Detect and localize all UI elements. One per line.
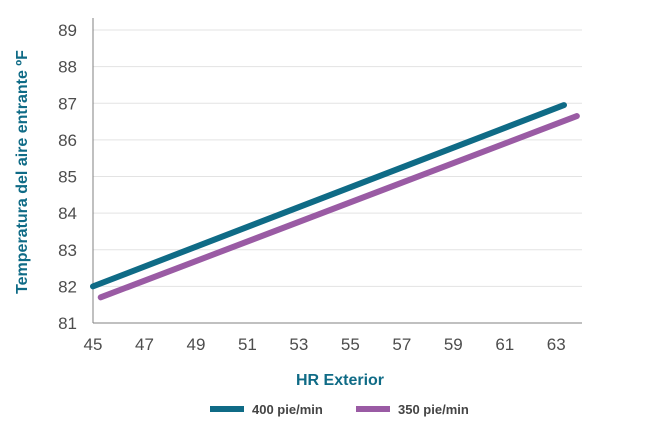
x-tick-53: 53 (289, 335, 308, 354)
y-tick-85: 85 (58, 168, 77, 187)
y-tick-labels: 81 82 83 84 85 86 87 88 89 (58, 21, 77, 333)
x-tick-51: 51 (238, 335, 257, 354)
y-tick-87: 87 (58, 94, 77, 113)
x-tick-59: 59 (444, 335, 463, 354)
legend-label-400: 400 pie/min (252, 402, 323, 417)
gridlines (93, 29, 582, 287)
y-tick-86: 86 (58, 131, 77, 150)
x-tick-45: 45 (84, 335, 103, 354)
x-tick-61: 61 (495, 335, 514, 354)
y-tick-81: 81 (58, 314, 77, 333)
y-tick-84: 84 (58, 204, 77, 223)
y-tick-89: 89 (58, 21, 77, 40)
legend-label-350: 350 pie/min (398, 402, 469, 417)
y-axis-title: Temperatura del aire entrante ºF (14, 50, 31, 294)
x-tick-55: 55 (341, 335, 360, 354)
x-tick-labels: 45 47 49 51 53 55 57 59 61 63 (84, 335, 566, 354)
y-tick-83: 83 (58, 241, 77, 260)
x-tick-47: 47 (135, 335, 154, 354)
series-lines (90, 102, 580, 301)
x-tick-49: 49 (186, 335, 205, 354)
series-line-1 (97, 113, 580, 301)
y-tick-82: 82 (58, 277, 77, 296)
x-tick-63: 63 (547, 335, 566, 354)
x-axis-title: HR Exterior (296, 372, 384, 389)
series-line-0 (90, 102, 567, 290)
y-tick-88: 88 (58, 58, 77, 77)
x-tick-57: 57 (392, 335, 411, 354)
legend: 400 pie/min 350 pie/min (210, 402, 469, 417)
